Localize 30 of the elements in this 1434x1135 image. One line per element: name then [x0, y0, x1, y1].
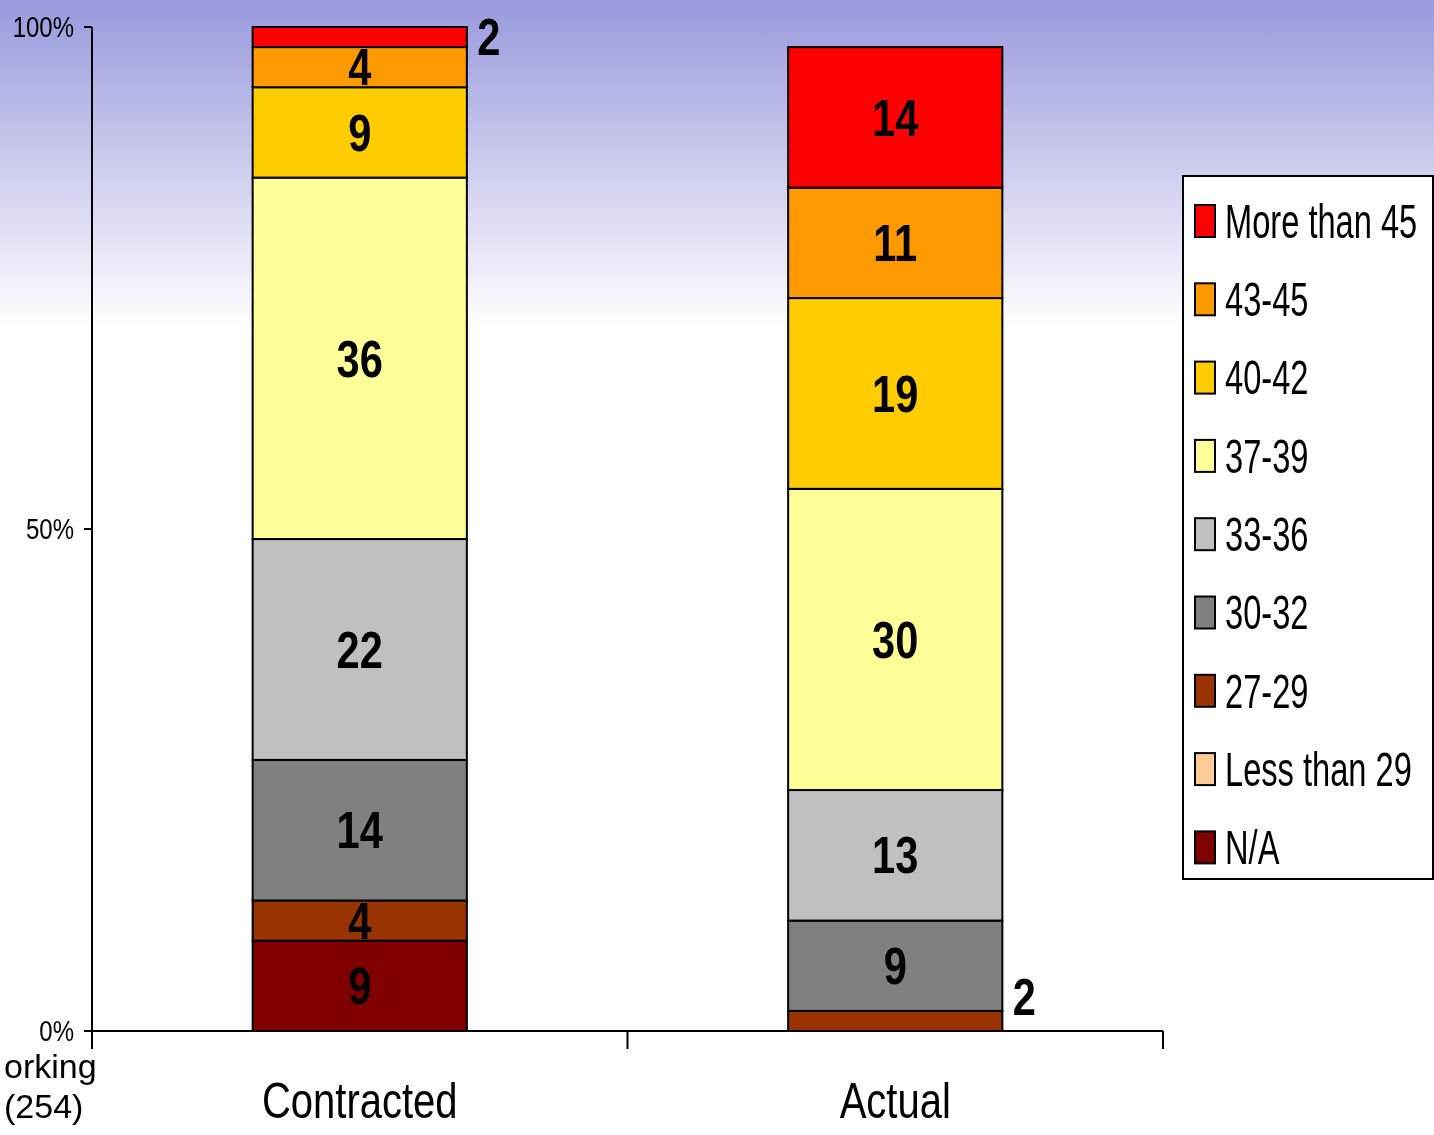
- legend-label: 30-32: [1225, 586, 1309, 640]
- text: orking (254): [4, 1047, 97, 1125]
- data-label: 22: [336, 620, 383, 679]
- x-tick-label: Actual: [839, 1072, 951, 1130]
- legend-label: N/A: [1225, 820, 1280, 875]
- data-label: 11: [873, 213, 918, 273]
- legend-label: 43-45: [1225, 272, 1309, 327]
- x-tick-label: Contracted: [261, 1072, 458, 1130]
- y-tick-label: 100%: [12, 9, 74, 45]
- data-label: 2: [1012, 967, 1036, 1027]
- data-label: 4: [348, 891, 372, 950]
- data-label: 14: [872, 88, 919, 147]
- legend-label: 40-42: [1225, 351, 1309, 405]
- y-tick-label: 50%: [25, 511, 74, 547]
- data-label: 9: [348, 103, 372, 162]
- data-label: 9: [883, 936, 907, 995]
- data-label: 30: [872, 610, 919, 669]
- data-label: 2: [477, 7, 501, 67]
- legend-label: Less than 29: [1225, 742, 1412, 797]
- y-tick-label: 0%: [39, 1013, 74, 1049]
- data-label: 4: [348, 37, 372, 97]
- data-label: 9: [348, 956, 372, 1016]
- data-label: 36: [336, 329, 383, 388]
- legend-label: 37-39: [1225, 429, 1309, 484]
- legend-label: 33-36: [1225, 507, 1309, 562]
- legend-label: More than 45: [1225, 194, 1418, 249]
- data-label: 14: [336, 800, 383, 860]
- legend-label: 27-29: [1225, 664, 1309, 719]
- data-label: 13: [872, 826, 919, 885]
- data-label: 19: [872, 364, 919, 423]
